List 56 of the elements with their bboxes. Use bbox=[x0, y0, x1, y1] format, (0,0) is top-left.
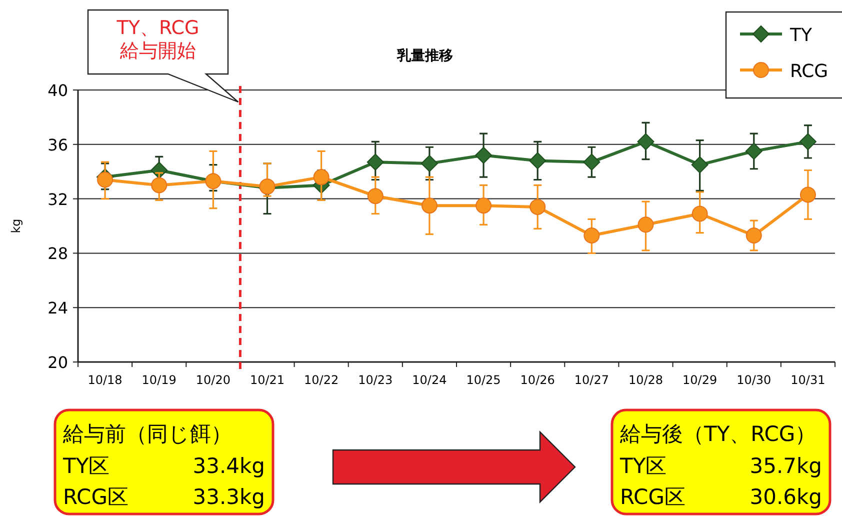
legend-label: RCG bbox=[790, 61, 828, 82]
point bbox=[799, 133, 816, 150]
y-tick-label: 20 bbox=[48, 353, 68, 372]
x-tick-label: 10/20 bbox=[196, 373, 230, 387]
text: 35.7kg bbox=[750, 454, 822, 478]
x-tick-label: 10/31 bbox=[790, 373, 826, 387]
point bbox=[584, 228, 600, 244]
text: RCG区 bbox=[620, 485, 686, 509]
text: TY区 bbox=[62, 454, 110, 478]
text: 33.4kg bbox=[192, 454, 265, 478]
y-tick-label: 24 bbox=[48, 298, 68, 318]
ref-line-label: TY、RCG 給与開始 bbox=[116, 17, 200, 62]
text: RCG区 bbox=[63, 485, 128, 509]
point bbox=[692, 206, 708, 222]
x-tick-label: 10/29 bbox=[682, 373, 718, 387]
x-tick-label: 10/28 bbox=[628, 373, 664, 387]
y-tick-label: 40 bbox=[48, 81, 68, 100]
point bbox=[421, 198, 438, 214]
x-tick-label: 10/24 bbox=[412, 373, 447, 387]
x-tick-label: 10/18 bbox=[88, 373, 122, 387]
point bbox=[746, 228, 762, 244]
point bbox=[638, 216, 654, 233]
y-tick-label: 36 bbox=[48, 135, 68, 154]
point bbox=[151, 177, 168, 194]
text: 給与後（TY、RCG） bbox=[619, 422, 816, 446]
point bbox=[366, 154, 384, 171]
text: 33.3kg bbox=[192, 485, 265, 509]
point bbox=[691, 156, 708, 174]
x-tick-label: 10/25 bbox=[466, 373, 501, 387]
x-tick-label: 10/30 bbox=[736, 373, 772, 387]
y-tick-label: 32 bbox=[48, 190, 68, 209]
point bbox=[475, 146, 492, 164]
x-tick-label: 10/19 bbox=[142, 373, 176, 387]
x-tick-label: 10/23 bbox=[358, 373, 393, 387]
point bbox=[367, 188, 384, 204]
point bbox=[745, 142, 762, 160]
legend-label: TY bbox=[789, 25, 813, 46]
y-tick-label: 28 bbox=[48, 244, 68, 264]
point bbox=[97, 172, 114, 188]
point bbox=[420, 154, 438, 172]
text: 30.6kg bbox=[750, 485, 822, 509]
text: 給与前（同じ餌） bbox=[62, 422, 232, 446]
y-axis-title: kg bbox=[9, 218, 23, 234]
x-tick-label: 10/22 bbox=[304, 373, 339, 387]
point bbox=[529, 152, 546, 170]
x-tick-label: 10/26 bbox=[520, 373, 555, 387]
point bbox=[637, 133, 654, 150]
x-tick-label: 10/21 bbox=[250, 373, 285, 387]
point bbox=[476, 198, 492, 214]
chart-title: 乳量推移 bbox=[396, 48, 453, 64]
point bbox=[583, 154, 600, 171]
x-tick-label: 10/27 bbox=[574, 373, 609, 387]
point bbox=[313, 169, 330, 186]
text: TY区 bbox=[619, 454, 667, 478]
point bbox=[800, 186, 816, 203]
point bbox=[530, 198, 546, 215]
